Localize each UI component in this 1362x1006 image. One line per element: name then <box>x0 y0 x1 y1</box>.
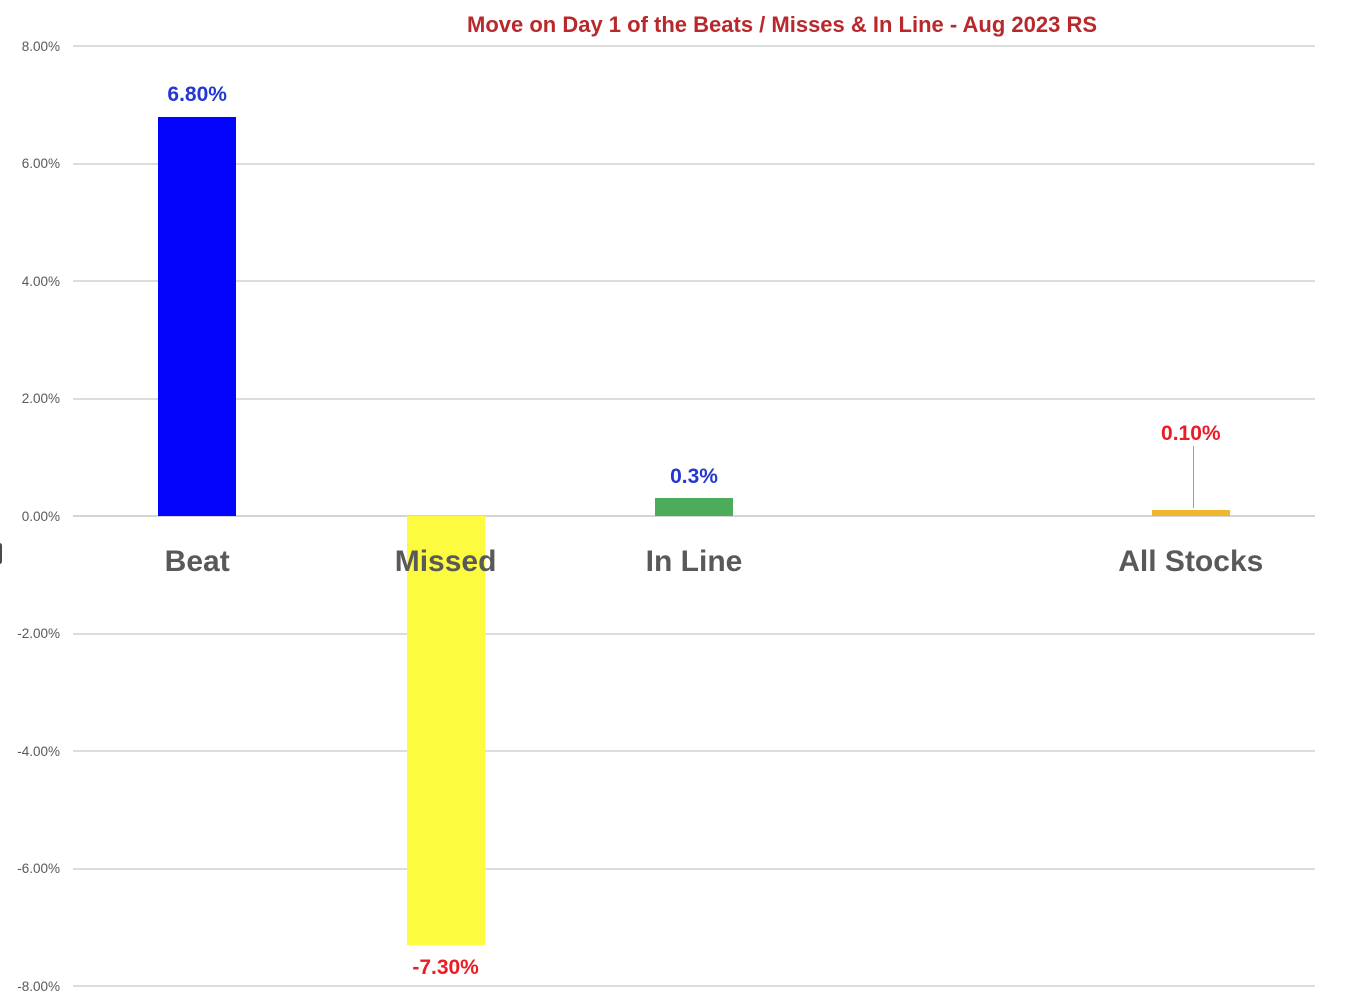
y-tick-label--4: -4.00% <box>17 743 60 759</box>
data-label-in-line: 0.3% <box>670 464 718 488</box>
bar-in-line <box>655 498 733 516</box>
chart-title: Move on Day 1 of the Beats / Misses & In… <box>466 12 1098 37</box>
cropped-axis-title-fragment <box>0 543 2 564</box>
category-label-all-stocks: All Stocks <box>1118 545 1264 578</box>
bar-all-stocks <box>1151 510 1230 516</box>
category-label-missed: Missed <box>394 545 497 578</box>
data-label-missed: -7.30% <box>412 956 479 980</box>
gridline-2 <box>73 397 1315 400</box>
gridline--8 <box>73 985 1315 987</box>
y-tick-label--2: -2.00% <box>17 626 60 641</box>
data-label-all-stocks: 0.10% <box>1161 421 1221 445</box>
y-tick-label-0: 0.00% <box>21 508 60 524</box>
gridline--4 <box>73 750 1315 752</box>
gridline-6 <box>73 162 1315 165</box>
bar-missed <box>406 516 485 945</box>
gridline--2 <box>73 632 1315 635</box>
y-tick-label--6: -6.00% <box>17 861 60 876</box>
y-tick-label-8: 8.00% <box>21 38 60 54</box>
gridline--6 <box>73 867 1315 870</box>
y-tick-label-2: 2.00% <box>21 391 60 406</box>
gridline-4 <box>73 280 1315 282</box>
data-label-beat: 6.80% <box>167 83 227 106</box>
leader-line-all-stocks <box>1192 446 1194 509</box>
y-tick-label--8: -8.00% <box>17 978 60 994</box>
gridline-0 <box>73 515 1315 517</box>
bar-beat <box>158 116 237 516</box>
y-tick-label-4: 4.00% <box>21 273 60 289</box>
y-tick-label-6: 6.00% <box>21 156 60 171</box>
category-label-in-line: In Line <box>645 545 743 578</box>
category-label-beat: Beat <box>164 545 230 578</box>
gridline-8 <box>73 45 1315 47</box>
